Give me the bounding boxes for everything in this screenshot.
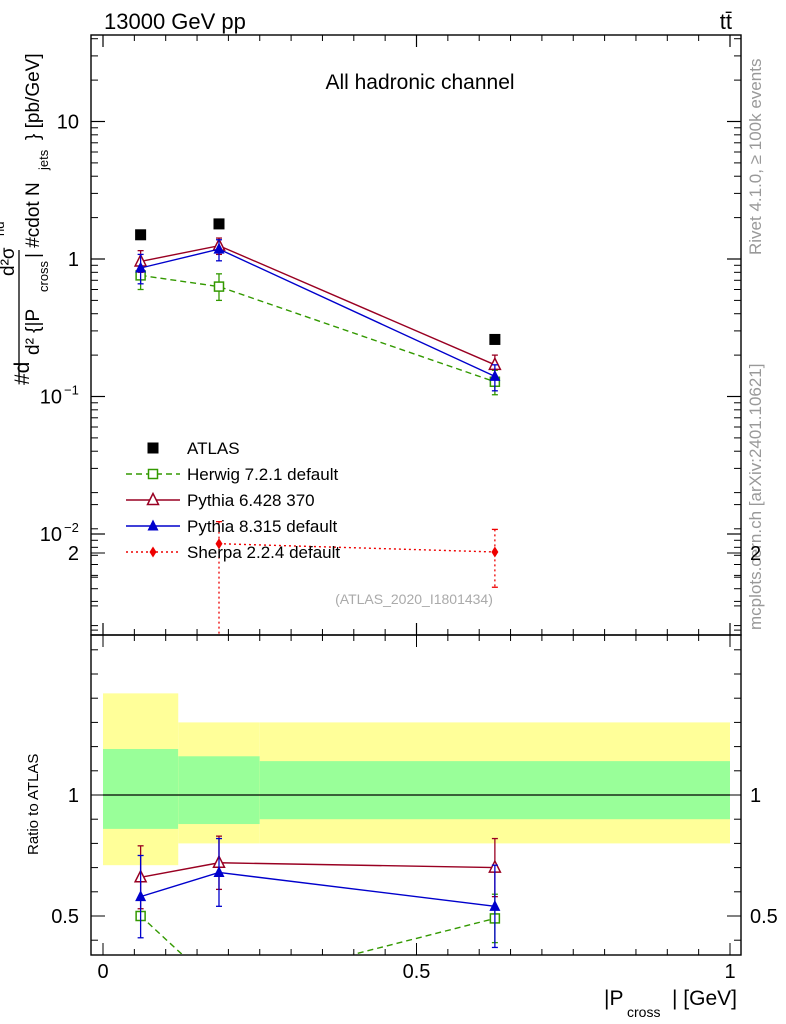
ratio-line xyxy=(141,916,495,989)
series-sherpa-2-2-4-default xyxy=(215,522,498,634)
plot-canvas: 13000 GeV pp tt̄ Rivet 4.1.0, ≥ 100k eve… xyxy=(0,0,786,1024)
ratio-ytick-label-right: 0.5 xyxy=(750,906,778,928)
ratio-series-herwig-7-2-1-default xyxy=(136,894,499,988)
ratio-ytick-label: 1 xyxy=(68,785,79,807)
legend: ATLAS Herwig 7.2.1 default Pythia 6.428 37… xyxy=(126,439,340,562)
analysis-label: (ATLAS_2020_I1801434) xyxy=(335,591,493,607)
rivet-label: Rivet 4.1.0, ≥ 100k events xyxy=(746,59,765,255)
ylabel-denom-b: | #cdot N xyxy=(23,182,44,258)
mcplots-label: mcplots.cern.ch [arXiv:2401.10621] xyxy=(746,364,765,630)
band-inner xyxy=(103,749,178,829)
series-line xyxy=(141,275,495,381)
ylabel-sigma: d²σ xyxy=(0,247,19,276)
data-point xyxy=(135,229,146,240)
xtick-label: 0 xyxy=(97,961,108,983)
ratio-ylabel: Ratio to ATLAS xyxy=(25,754,42,855)
series-line xyxy=(141,249,495,376)
ylabel-sigma-sup: nd xyxy=(0,222,7,236)
series-pythia-6-428-370 xyxy=(135,238,500,376)
x-axis-label: |P cross | [GeV] xyxy=(604,987,737,1020)
ratio-ytick-label-right: 1 xyxy=(750,785,761,807)
band-inner xyxy=(260,761,730,819)
legend-label: Herwig 7.2.1 default xyxy=(187,465,338,484)
chart-title: All hadronic channel xyxy=(325,71,514,94)
series-pythia-8-315-default xyxy=(135,240,500,391)
series-line xyxy=(141,246,495,365)
legend-item: Pythia 8.315 default xyxy=(126,517,338,536)
header-left: 13000 GeV pp xyxy=(104,9,246,34)
legend-label: Pythia 6.428 370 xyxy=(187,491,315,510)
data-point xyxy=(491,546,498,557)
ratio-ytick-label-right: 2 xyxy=(750,543,761,565)
xlabel-a: |P xyxy=(604,987,623,1010)
ylabel-d: #d xyxy=(11,362,34,385)
ratio-series-pythia-6-428-370 xyxy=(135,836,500,909)
legend-label: Pythia 8.315 default xyxy=(187,517,338,536)
ratio-panel: 0.5 0.5 1 1 2 2 0 0.5 1 xyxy=(51,505,778,989)
xlabel-sub: cross xyxy=(627,1004,660,1020)
series-herwig-7-2-1-default xyxy=(136,262,499,395)
legend-item: Pythia 6.428 370 xyxy=(126,491,315,510)
main-ytick-label: 10 xyxy=(40,524,62,546)
legend-marker xyxy=(150,547,157,558)
main-ytick-exp: −1 xyxy=(64,383,79,398)
ylabel-sub-jets: jets xyxy=(36,149,51,171)
legend-marker xyxy=(148,443,159,454)
data-point xyxy=(213,218,224,229)
legend-marker xyxy=(148,494,159,505)
legend-item: ATLAS xyxy=(148,439,240,458)
legend-marker xyxy=(148,520,159,531)
ylabel-denom-a: d² {|P xyxy=(23,309,44,355)
data-point xyxy=(489,370,500,381)
ratio-line xyxy=(141,872,495,906)
header-right: tt̄ xyxy=(720,9,732,34)
main-ytick-exp: −2 xyxy=(64,520,79,535)
series-atlas xyxy=(135,218,500,345)
ratio-line xyxy=(141,863,495,878)
data-point xyxy=(214,282,223,291)
xlabel-b: | [GeV] xyxy=(672,987,737,1010)
xtick-label: 0.5 xyxy=(403,961,431,983)
main-ylabel: #d d²σ nd d² {|P cross | #cdot N jets } … xyxy=(0,53,51,385)
ylabel-unit: } [pb/GeV] xyxy=(23,53,44,140)
legend-label: Sherpa 2.2.4 default xyxy=(187,543,340,562)
main-ytick-label: 10 xyxy=(40,387,62,409)
data-point xyxy=(489,334,500,345)
main-ytick-label: 1 xyxy=(68,249,79,271)
ratio-ytick-label: 2 xyxy=(68,543,79,565)
ylabel-sub-cross: cross xyxy=(36,260,51,292)
band-inner xyxy=(178,756,260,824)
legend-item: Sherpa 2.2.4 default xyxy=(126,543,340,562)
xtick-label: 1 xyxy=(724,961,735,983)
legend-item: Herwig 7.2.1 default xyxy=(126,465,338,484)
legend-marker xyxy=(149,470,158,479)
ratio-ytick-label: 0.5 xyxy=(51,906,79,928)
legend-label: ATLAS xyxy=(187,439,240,458)
main-ytick-label: 10 xyxy=(57,112,79,134)
